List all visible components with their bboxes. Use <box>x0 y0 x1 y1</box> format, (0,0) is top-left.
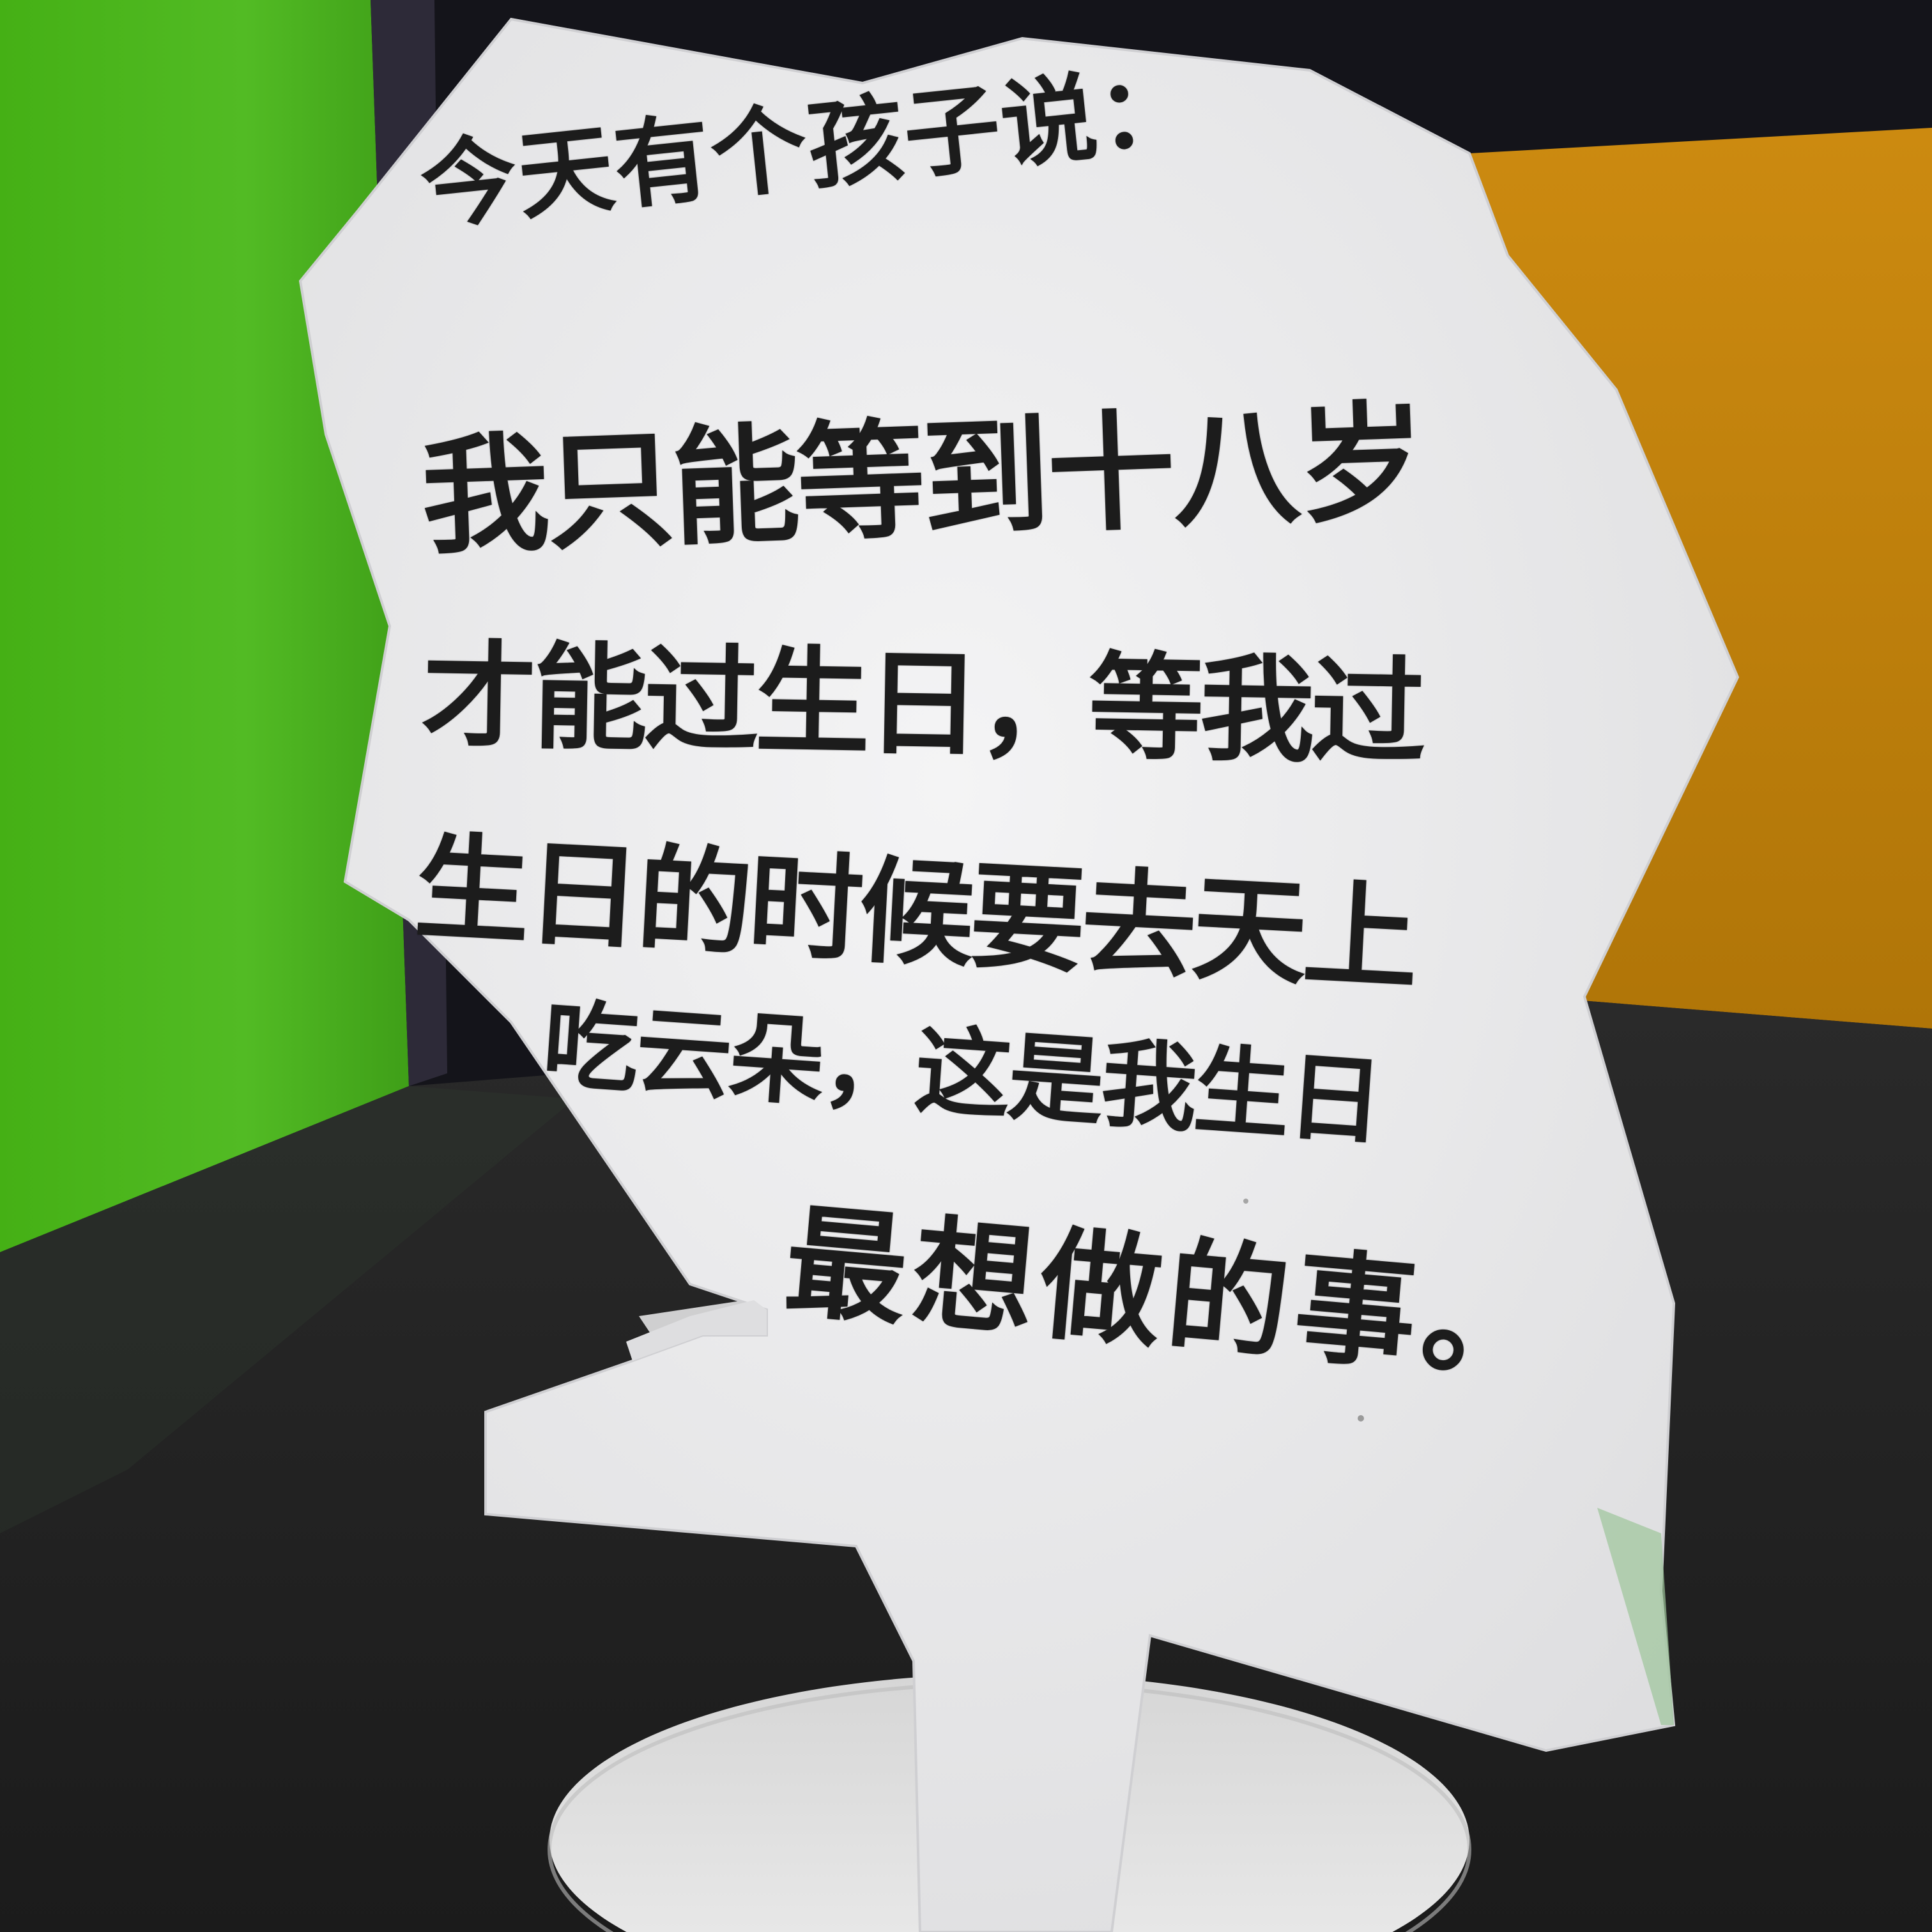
sign-arm-top-edge <box>626 1300 767 1361</box>
sign-line-3: 才能过生日，等我过 <box>420 629 1423 781</box>
marker-dot <box>1358 1415 1364 1422</box>
sign-line-2: 我只能等到十八岁 <box>418 388 1426 572</box>
green-wall <box>0 0 409 1252</box>
floor-sheen <box>0 1086 575 1533</box>
sign-side-edge-green <box>1597 1508 1674 1725</box>
marker-dot <box>1243 1199 1248 1204</box>
sign-board <box>298 17 1740 1932</box>
